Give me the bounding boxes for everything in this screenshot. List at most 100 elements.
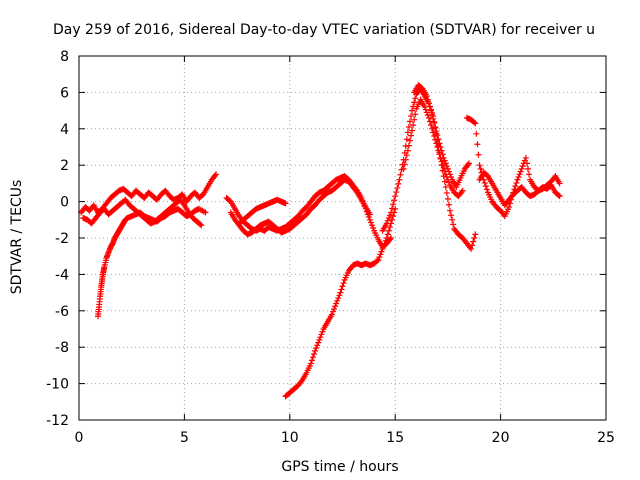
data-point xyxy=(393,189,400,196)
data-point xyxy=(425,114,432,121)
data-point xyxy=(404,147,411,154)
data-point xyxy=(459,187,466,194)
data-point xyxy=(556,193,563,200)
data-point xyxy=(180,200,187,207)
data-point xyxy=(395,180,402,187)
data-point xyxy=(442,184,449,191)
y-tick-label: -12 xyxy=(46,413,69,429)
x-tick-label: 25 xyxy=(597,430,615,446)
data-point xyxy=(400,165,407,172)
data-point xyxy=(332,303,339,310)
data-point xyxy=(381,240,388,247)
data-point xyxy=(425,100,432,107)
data-point xyxy=(410,122,417,129)
data-point xyxy=(431,133,438,140)
data-point xyxy=(464,161,471,168)
data-point xyxy=(403,136,410,143)
data-point xyxy=(472,120,479,127)
data-point xyxy=(441,157,448,164)
data-point xyxy=(444,195,451,202)
data-point xyxy=(211,172,218,179)
data-point xyxy=(442,160,449,167)
data-point xyxy=(430,129,437,136)
data-point xyxy=(426,118,433,125)
data-point xyxy=(482,183,489,190)
data-point xyxy=(408,132,415,139)
data-point xyxy=(468,245,475,252)
data-point xyxy=(408,113,415,120)
x-tick-label: 15 xyxy=(386,430,404,446)
data-point xyxy=(471,119,478,126)
data-point xyxy=(379,245,386,252)
data-point xyxy=(406,137,413,144)
data-point xyxy=(522,154,529,161)
data-point xyxy=(421,103,428,110)
y-tick-label: 2 xyxy=(60,158,69,174)
data-point xyxy=(430,115,437,122)
data-point xyxy=(375,256,382,263)
data-point xyxy=(448,212,455,219)
data-point xyxy=(319,328,326,335)
data-point xyxy=(336,292,343,299)
data-point xyxy=(402,156,409,163)
y-tick-label: -2 xyxy=(55,231,69,247)
data-point xyxy=(396,176,403,183)
data-point xyxy=(483,186,490,193)
data-point xyxy=(316,336,323,343)
data-point xyxy=(390,201,397,208)
data-point xyxy=(523,160,530,167)
data-point xyxy=(378,248,385,255)
data-point xyxy=(337,289,344,296)
data-point xyxy=(439,151,446,158)
data-point xyxy=(438,158,445,165)
data-point xyxy=(525,165,532,172)
data-point xyxy=(437,144,444,150)
y-tick-label: -6 xyxy=(55,304,69,320)
data-point xyxy=(481,179,488,186)
data-point xyxy=(385,214,392,221)
data-point xyxy=(428,107,435,114)
data-point xyxy=(317,334,324,341)
data-point xyxy=(328,311,335,318)
data-point xyxy=(518,165,525,172)
y-tick-label: 4 xyxy=(60,122,69,138)
data-point xyxy=(432,123,439,130)
x-axis-label: GPS time / hours xyxy=(281,459,398,475)
y-tick-label: 0 xyxy=(60,195,69,211)
data-point xyxy=(516,171,523,178)
data-point xyxy=(517,168,524,175)
data-point xyxy=(369,222,376,229)
y-tick-label: -4 xyxy=(55,267,69,283)
data-point xyxy=(353,188,360,195)
x-tick-label: 5 xyxy=(180,430,189,446)
data-point xyxy=(435,136,442,143)
y-tick-label: -8 xyxy=(55,340,69,356)
data-point xyxy=(367,219,374,226)
data-point xyxy=(512,183,519,190)
data-point xyxy=(436,140,443,147)
data-point xyxy=(308,357,315,364)
data-point xyxy=(429,111,436,118)
data-point xyxy=(366,216,373,223)
data-point xyxy=(556,180,563,187)
data-point xyxy=(386,236,393,243)
data-point xyxy=(443,189,450,196)
data-point xyxy=(313,345,320,352)
data-point xyxy=(429,125,436,132)
y-tick-label: 6 xyxy=(60,85,69,101)
data-point xyxy=(384,217,391,224)
data-point xyxy=(445,168,452,175)
data-point xyxy=(409,107,416,114)
data-point xyxy=(213,171,220,178)
data-point xyxy=(380,243,387,250)
data-point xyxy=(445,201,452,208)
data-point xyxy=(440,164,447,171)
data-point xyxy=(555,192,562,199)
data-point xyxy=(334,297,341,304)
data-point xyxy=(441,178,448,185)
data-point xyxy=(318,331,325,338)
data-point xyxy=(386,224,393,231)
data-point xyxy=(447,171,454,178)
data-point xyxy=(338,286,345,293)
x-tick-label: 10 xyxy=(281,430,299,446)
